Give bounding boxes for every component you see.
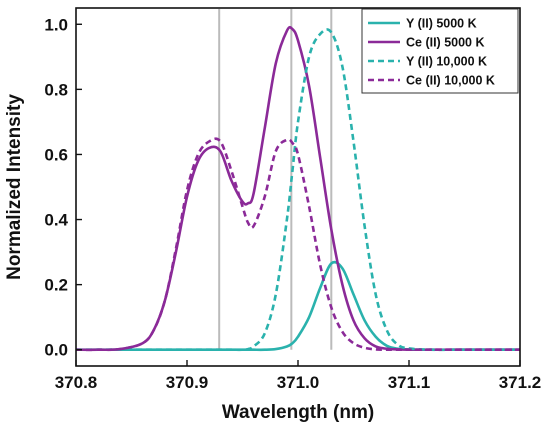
series-lines <box>75 25 520 352</box>
series-line-3 <box>76 28 520 352</box>
x-tick-label: 370.8 <box>55 373 98 392</box>
y-tick-label: 0.6 <box>44 145 68 164</box>
x-tick-label: 371.2 <box>499 373 542 392</box>
legend-label: Ce (II) 5000 K <box>406 36 485 50</box>
series-line-1 <box>76 260 520 352</box>
legend-label: Y (II) 10,000 K <box>406 55 487 69</box>
y-tick-label: 0.0 <box>44 341 68 360</box>
y-tick-label: 0.4 <box>44 211 68 230</box>
y-tick-label: 1.0 <box>44 15 68 34</box>
legend-label: Ce (II) 10,000 K <box>406 74 495 88</box>
series-line-4 <box>75 137 520 352</box>
legend: Y (II) 5000 K Ce (II) 5000 K Y (II) 10,000… <box>361 8 519 94</box>
legend-label: Y (II) 5000 K <box>406 17 477 31</box>
x-tick-label: 371.0 <box>277 373 320 392</box>
y-axis-ticks: 0.0 0.2 0.4 0.6 0.8 1.0 <box>44 15 82 360</box>
x-tick-label: 371.1 <box>388 373 431 392</box>
y-axis-title: Normalized Intensity <box>4 94 25 280</box>
y-tick-label: 0.8 <box>44 80 68 99</box>
x-tick-label: 370.9 <box>166 373 209 392</box>
x-axis-ticks: 370.8 370.9 371.0 371.1 371.2 <box>55 360 542 392</box>
x-axis-title: Wavelength (nm) <box>222 402 374 423</box>
y-tick-label: 0.2 <box>44 276 68 295</box>
